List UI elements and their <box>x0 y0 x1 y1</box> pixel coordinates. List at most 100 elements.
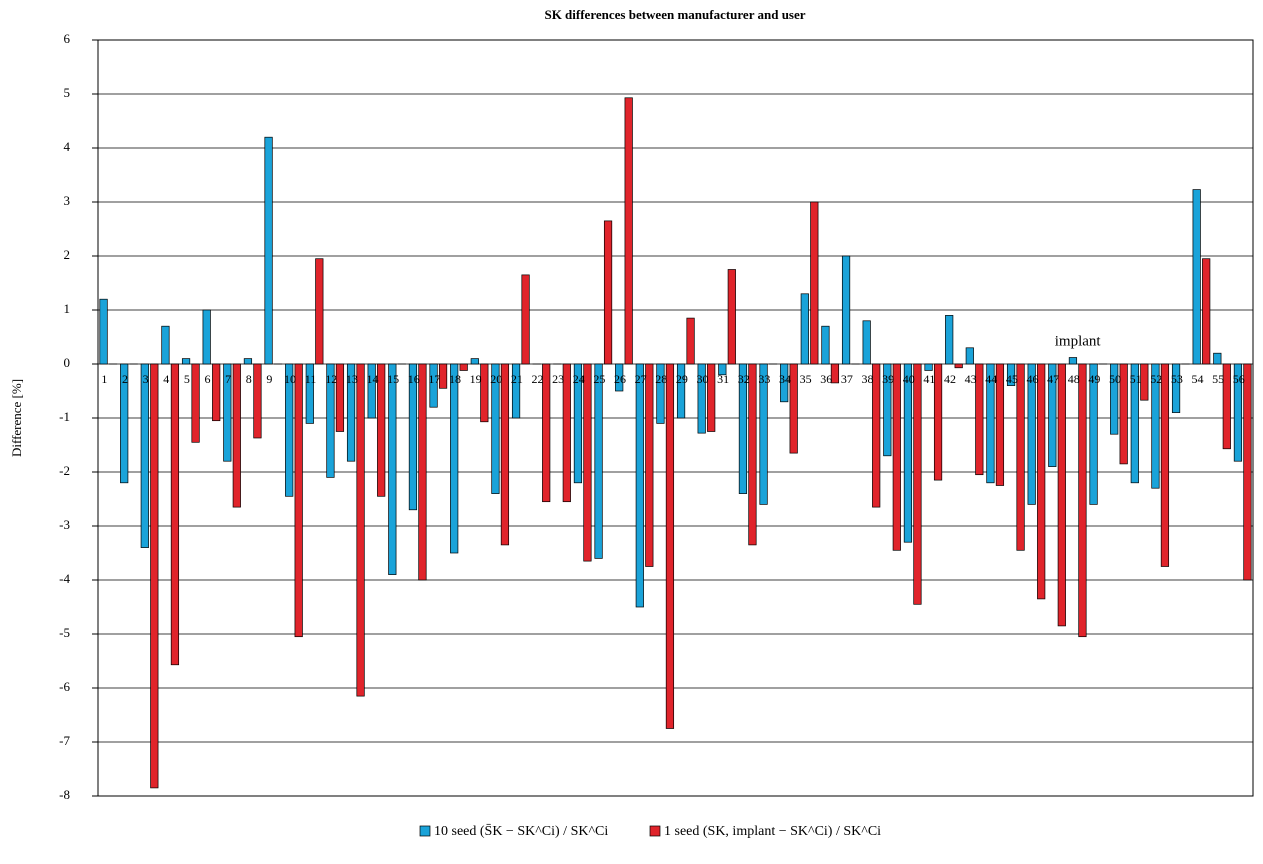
chart-title: SK differences between manufacturer and … <box>544 7 805 22</box>
bar <box>830 363 840 384</box>
y-tick-label: 5 <box>64 85 71 100</box>
x-tick-label: 31 <box>717 372 729 386</box>
x-tick-label: 1 <box>101 372 107 386</box>
bar <box>872 363 881 508</box>
x-tick-label: 30 <box>696 372 708 386</box>
bar <box>686 317 695 365</box>
y-tick-label: -6 <box>59 679 70 694</box>
bar <box>1089 363 1098 505</box>
bar <box>1110 363 1119 435</box>
bar <box>1016 363 1025 551</box>
x-tick-label: 49 <box>1088 372 1100 386</box>
bar <box>913 363 922 605</box>
bar <box>562 363 571 503</box>
bar <box>285 363 294 497</box>
x-tick-label: 36 <box>820 372 832 386</box>
bar <box>191 363 200 443</box>
x-tick-label: 2 <box>122 372 128 386</box>
x-tick-label: 3 <box>143 372 149 386</box>
bar <box>883 363 892 457</box>
bar <box>1119 363 1128 465</box>
bar <box>1130 363 1139 484</box>
bar <box>645 363 654 567</box>
bar <box>264 136 273 365</box>
x-tick-label: 45 <box>1006 372 1018 386</box>
bar <box>202 309 211 365</box>
bar <box>697 363 706 434</box>
y-tick-label: -5 <box>59 625 70 640</box>
x-tick-label: 54 <box>1191 372 1203 386</box>
bar <box>438 363 448 389</box>
x-tick-label: 33 <box>758 372 770 386</box>
x-tick-label: 41 <box>923 372 935 386</box>
bar <box>521 274 530 365</box>
bar <box>1037 363 1046 600</box>
x-tick-label: 50 <box>1109 372 1121 386</box>
bar <box>1202 258 1211 365</box>
bar <box>624 97 633 365</box>
bar <box>459 363 468 371</box>
bar <box>892 363 901 551</box>
x-tick-label: 8 <box>246 372 252 386</box>
bar <box>1068 357 1078 365</box>
bar <box>1027 363 1036 505</box>
x-tick-label: 5 <box>184 372 190 386</box>
bar <box>377 363 386 497</box>
bar <box>676 363 686 419</box>
x-tick-label: 29 <box>676 372 688 386</box>
bar <box>573 363 583 484</box>
bar <box>841 255 851 365</box>
x-tick-label: 12 <box>325 372 337 386</box>
bar <box>470 358 479 365</box>
bar <box>294 363 303 638</box>
bar <box>511 363 521 419</box>
x-tick-label: 39 <box>882 372 894 386</box>
bar <box>212 363 221 422</box>
y-tick-label: -4 <box>59 571 70 586</box>
bar <box>656 363 665 424</box>
x-tick-label: 55 <box>1212 372 1224 386</box>
bar <box>1057 363 1066 627</box>
legend-label: 10 seed (S̄K − SK^Ci) / SK^Ci <box>434 824 608 840</box>
x-tick-label: 44 <box>985 372 997 386</box>
bar <box>326 363 335 478</box>
x-tick-label: 9 <box>266 372 272 386</box>
x-tick-label: 34 <box>779 372 791 386</box>
x-tick-label: 18 <box>449 372 461 386</box>
y-tick-label: 1 <box>64 301 71 316</box>
bar <box>305 363 314 424</box>
bar <box>903 363 913 543</box>
x-tick-label: 25 <box>593 372 605 386</box>
legend-label: 1 seed (SK, implant − SK^Ci) / SK^Ci <box>664 824 881 839</box>
bar <box>933 363 943 481</box>
legend-swatch <box>419 825 431 837</box>
bar <box>924 363 933 371</box>
bar <box>1078 363 1087 638</box>
bar <box>1048 363 1057 467</box>
bar <box>665 363 675 729</box>
x-tick-label: 14 <box>366 372 378 386</box>
y-axis-label: Difference [%] <box>9 379 24 457</box>
bar <box>418 363 427 581</box>
bar <box>450 363 459 554</box>
bar <box>759 363 768 505</box>
bar <box>1243 363 1252 581</box>
x-tick-label: 24 <box>573 372 585 386</box>
bar <box>800 293 809 365</box>
x-tick-label: 56 <box>1233 372 1245 386</box>
x-tick-label: 4 <box>163 372 169 386</box>
x-tick-label: 15 <box>387 372 399 386</box>
x-tick-label: 47 <box>1047 372 1059 386</box>
bar <box>583 363 592 562</box>
bar <box>150 363 159 789</box>
x-tick-label: 35 <box>800 372 812 386</box>
bar <box>500 363 510 546</box>
bar <box>615 363 624 392</box>
x-tick-label: 46 <box>1026 372 1038 386</box>
bar <box>748 363 757 546</box>
bar <box>975 363 984 476</box>
bar <box>542 363 551 503</box>
x-tick-label: 51 <box>1130 372 1142 386</box>
y-tick-label: -1 <box>59 409 70 424</box>
annotation: implant <box>1055 333 1102 349</box>
